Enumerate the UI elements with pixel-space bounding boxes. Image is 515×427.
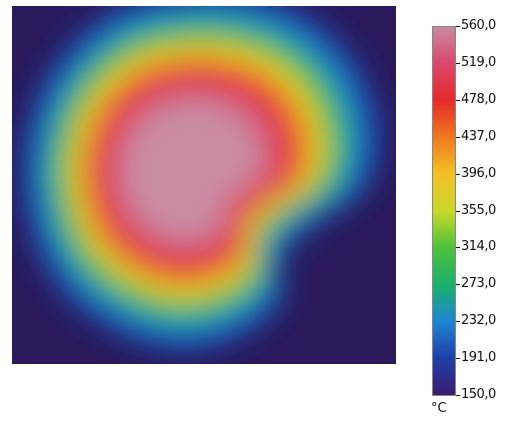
heatmap-plot <box>12 6 396 364</box>
colorbar-tick-label: 314,0 <box>456 238 515 256</box>
colorbar-tick-label: 437,0 <box>456 128 515 146</box>
colorbar-tick-label: 560,0 <box>456 17 515 35</box>
heatmap-svg <box>12 6 396 364</box>
colorbar <box>432 26 456 396</box>
colorbar-tick-label: 232,0 <box>456 312 515 330</box>
colorbar-unit-label: °C <box>431 401 447 416</box>
colorbar-tick-label: 396,0 <box>456 165 515 183</box>
colorbar-tick-label: 191,0 <box>456 349 515 367</box>
heat-contour-9 <box>120 99 264 242</box>
colorbar-tick-label: 273,0 <box>456 275 515 293</box>
colorbar-tick-label: 150,0 <box>456 386 515 404</box>
colorbar-tick-label: 478,0 <box>456 91 515 109</box>
colorbar-tick-label: 355,0 <box>456 202 515 220</box>
colorbar-tick-label: 519,0 <box>456 54 515 72</box>
